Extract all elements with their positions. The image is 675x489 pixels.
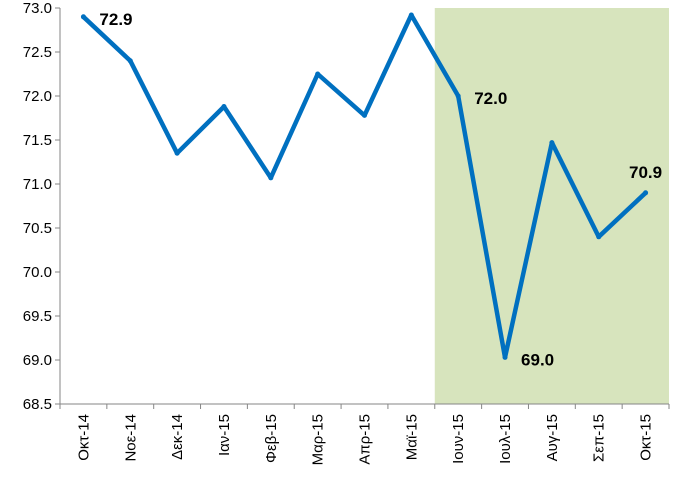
y-tick-label: 70.5: [23, 220, 52, 237]
data-label: 69.0: [521, 350, 554, 369]
y-tick-label: 73.0: [23, 0, 52, 17]
x-tick-label: Ιαν-15: [216, 414, 233, 456]
data-label: 72.9: [99, 10, 132, 29]
data-point: [549, 140, 555, 146]
x-tick-label: Οκτ-14: [75, 414, 92, 461]
data-label: 72.0: [474, 89, 507, 108]
data-label: 70.9: [629, 163, 662, 182]
x-tick-label: Δεκ-14: [169, 414, 186, 460]
x-tick-label: Απρ-15: [357, 414, 374, 465]
data-point: [502, 354, 508, 360]
data-point: [315, 71, 321, 77]
data-point: [127, 58, 133, 64]
data-point: [596, 234, 602, 240]
y-tick-label: 68.5: [23, 396, 52, 413]
data-point: [221, 104, 227, 110]
data-point: [408, 12, 414, 18]
x-tick-label: Νοε-14: [122, 414, 139, 462]
y-tick-label: 69.0: [23, 352, 52, 369]
x-tick-label: Μαϊ-15: [403, 414, 420, 460]
x-tick-label: Φεβ-15: [263, 414, 280, 463]
x-tick-label: Μαρ-15: [310, 414, 327, 465]
x-tick-label: Οκτ-15: [638, 414, 655, 461]
y-tick-label: 71.5: [23, 132, 52, 149]
data-point: [455, 93, 461, 99]
y-tick-label: 72.5: [23, 44, 52, 61]
data-point: [362, 112, 367, 118]
y-tick-label: 69.5: [23, 308, 52, 325]
x-tick-label: Αυγ-15: [544, 414, 561, 461]
x-tick-label: Ιουλ-15: [497, 414, 514, 464]
data-point: [643, 190, 649, 196]
y-tick-label: 72.0: [23, 88, 52, 105]
y-tick-label: 71.0: [23, 176, 52, 193]
y-tick-label: 70.0: [23, 264, 52, 281]
data-point: [268, 175, 274, 181]
x-tick-label: Ιουν-15: [450, 414, 467, 464]
data-point: [80, 14, 86, 20]
x-tick-label: Σεπ-15: [591, 414, 608, 462]
data-point: [174, 150, 180, 156]
